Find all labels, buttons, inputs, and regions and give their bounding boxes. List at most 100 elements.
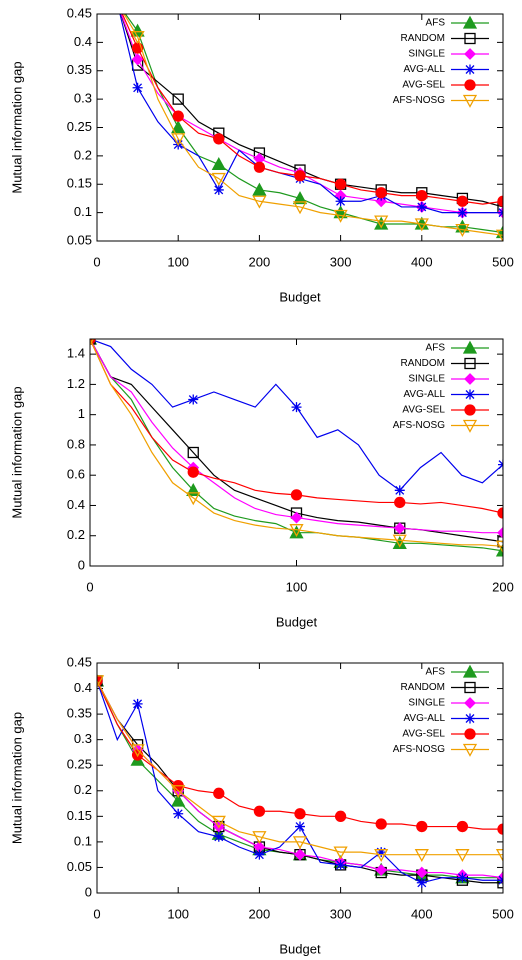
data-marker [131,53,144,66]
legend-marker [464,697,476,709]
data-marker [290,489,303,501]
x-tick-label: 0 [93,906,100,921]
data-marker [173,808,184,819]
data-marker [497,526,503,539]
data-marker [333,846,348,860]
data-marker [97,675,105,689]
data-marker [171,120,186,134]
y-tick-label: 0 [78,557,85,572]
legend-marker [465,713,475,724]
data-marker [171,793,186,807]
data-marker [253,161,266,173]
data-marker [374,849,389,863]
data-marker [394,496,406,509]
legend-label: AVG-SEL [402,80,445,91]
data-marker [416,201,427,212]
data-marker [290,511,303,524]
legend-marker [465,389,475,400]
x-tick-label: 400 [411,254,433,269]
data-marker [415,866,428,879]
y-axis-label: Mutual information gap [9,61,24,193]
data-marker [497,201,503,213]
data-marker [252,831,267,845]
y-tick-label: 0.4 [67,497,85,512]
y-tick-label: 0.6 [67,467,85,482]
data-marker [132,82,143,93]
y-tick-label: 0.15 [67,808,92,823]
data-marker [289,524,304,538]
legend-label: AVG-ALL [404,64,446,75]
legend-marker [462,743,478,757]
data-marker [289,525,304,539]
data-marker [334,810,347,822]
data-marker [374,215,389,229]
data-marker [186,492,201,506]
data-marker [457,207,468,218]
y-tick-label: 0.2 [74,782,92,797]
y-tick-label: 0.1 [74,204,92,219]
legend-marker [464,373,476,385]
legend-marker [464,681,476,694]
data-marker [334,178,347,190]
series-line [90,339,503,543]
data-marker [495,540,503,554]
legend-label: AFS-NOSG [393,420,445,431]
data-marker [294,808,306,820]
data-marker [455,224,470,238]
y-tick-label: 0.05 [67,232,92,247]
data-marker [171,133,186,147]
legend-marker [464,357,476,370]
x-tick-label: 200 [492,579,514,594]
data-marker [495,849,503,863]
x-axis-label: Budget [279,289,321,304]
data-marker [188,394,199,405]
data-marker [130,744,145,758]
y-axis-label: Mutual information gap [9,386,24,518]
x-tick-label: 100 [167,254,189,269]
legend-marker [462,94,478,108]
data-marker [213,831,224,842]
plot-frame [89,338,504,567]
data-marker [414,218,429,232]
data-marker [457,872,468,883]
data-marker [211,157,226,171]
data-marker [295,821,305,832]
y-tick-label: 0.2 [74,147,92,162]
y-tick-label: 0.3 [74,91,92,106]
legend-marker [464,32,476,45]
legend-label: AFS [426,18,446,29]
legend-label: RANDOM [401,682,445,693]
x-tick-label: 0 [93,254,100,269]
legend-label: RANDOM [401,358,445,369]
y-tick-label: 0.35 [67,706,92,721]
x-tick-label: 100 [286,579,308,594]
y-tick-label: 0.25 [67,757,92,772]
plot-area [97,673,503,889]
legend-label: SINGLE [408,374,445,385]
data-marker [416,820,428,833]
series-line [120,14,503,208]
data-marker [253,805,266,817]
data-marker [394,485,405,496]
data-marker [294,170,306,182]
data-marker [392,535,407,549]
data-marker [252,195,267,209]
data-marker [414,849,429,863]
data-marker [495,229,503,241]
legend-label: AVG-ALL [404,713,446,724]
series-line [90,339,503,547]
data-marker [375,187,387,199]
data-marker [497,507,503,519]
data-marker [211,815,226,829]
y-tick-label: 0.3 [74,731,92,746]
data-marker [392,534,407,548]
y-tick-label: 0.8 [67,436,85,451]
x-tick-label: 300 [330,906,352,921]
data-marker [495,543,503,557]
legend-label: AVG-ALL [404,389,446,400]
data-marker [292,191,308,205]
data-marker [416,189,428,202]
y-tick-label: 1 [78,406,85,421]
data-marker [456,195,469,207]
